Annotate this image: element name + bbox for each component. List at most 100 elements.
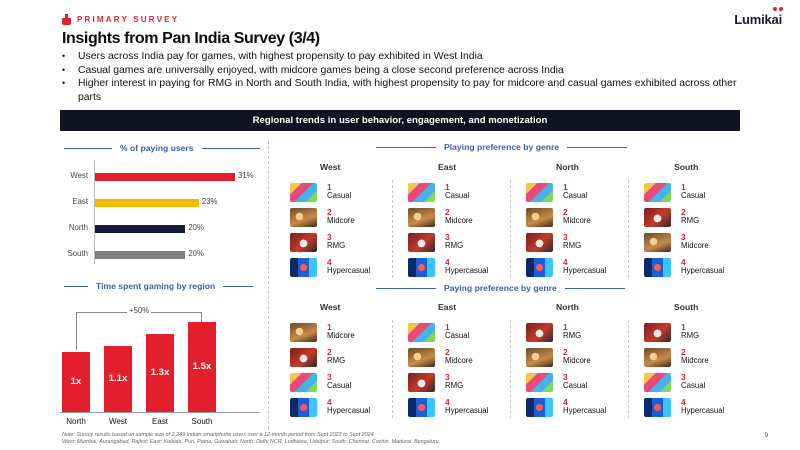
bar-value-label: 23% [201,197,218,206]
midcore-game-thumbnail [644,233,671,252]
genre-rank-item: 4 Hypercasual [526,257,636,281]
genre-rank-item: 4 Hypercasual [644,397,754,421]
genre-name: RMG [563,241,582,250]
genre-rank-item: 1 Casual [408,322,518,346]
genre-name: Casual [445,331,470,340]
hypercasual-game-thumbnail [290,258,317,277]
region-column-heading: West [320,162,341,172]
genre-rank-number: 4 [681,397,686,407]
genre-rank-number: 2 [563,347,568,357]
midcore-game-thumbnail [290,208,317,227]
genre-rank-number: 2 [681,207,686,217]
region-column-divider [510,180,511,278]
bar-category-label: North [68,223,88,232]
genre-rank-number: 4 [445,257,450,267]
genre-name: Casual [327,191,352,200]
paying-bar [95,251,186,259]
region-column-heading: East [438,302,457,312]
genre-name: RMG [681,331,700,340]
bullet-item: Higher interest in paying for RMG in Nor… [62,77,762,104]
rmg-game-thumbnail [644,323,671,342]
region-column-heading: South [674,162,699,172]
rmg-game-thumbnail [408,373,435,392]
growth-bracket [76,312,202,350]
genre-rank-number: 1 [445,322,450,332]
rmg-game-thumbnail [526,323,553,342]
genre-rank-item: 2 RMG [644,207,754,231]
genre-rank-number: 2 [327,207,332,217]
midcore-game-thumbnail [290,323,317,342]
bar-category-label: North [66,417,86,426]
genre-rank-item: 2 Midcore [526,207,636,231]
paying-bar-row: South 20% [60,242,260,268]
genre-rank-number: 1 [327,182,332,192]
genre-rank-item: 3 Casual [290,372,400,396]
bar-category-label: East [151,417,168,426]
hypercasual-game-thumbnail [408,258,435,277]
region-column-heading: North [556,302,579,312]
genre-name: Midcore [681,241,709,250]
genre-rank-item: 2 Midcore [526,347,636,371]
time-spent-bar: 1.3x [146,334,174,412]
casual-game-thumbnail [290,373,317,392]
casual-game-thumbnail [526,373,553,392]
region-column-divider [628,320,629,418]
hypercasual-game-thumbnail [408,398,435,417]
genre-name: RMG [445,241,464,250]
genre-rank-number: 3 [327,232,332,242]
genre-name: Casual [563,381,588,390]
midcore-game-thumbnail [526,348,553,367]
paying-pref-heading-label: Paying preference by genre [444,283,557,293]
time-spent-heading: Time spent gaming by region [64,281,254,291]
bar-value-label: 1.5x [192,361,212,372]
genre-rank-item: 2 Midcore [290,207,400,231]
genre-rank-number: 3 [445,232,450,242]
hypercasual-game-thumbnail [644,258,671,277]
time-spent-heading-label: Time spent gaming by region [96,281,216,291]
genre-rank-item: 1 Casual [290,182,400,206]
footnote-line: Note: Survey results based on sample siz… [62,432,374,438]
bar-value-label: 31% [238,171,254,180]
genre-rank-item: 3 Casual [526,372,636,396]
time-spent-bar: 1x [62,352,90,412]
bar-category-label: East [72,197,88,206]
genre-rank-number: 3 [563,232,568,242]
bar-value-label: 1x [70,376,82,387]
genre-name: Casual [681,381,706,390]
genre-rank-item: 1 Midcore [290,322,400,346]
casual-game-thumbnail [526,183,553,202]
casual-game-thumbnail [408,183,435,202]
genre-rank-item: 1 Casual [644,182,754,206]
genre-name: Midcore [445,216,473,225]
rmg-game-thumbnail [526,233,553,252]
genre-rank-item: 2 Midcore [408,207,518,231]
genre-name: Midcore [563,356,591,365]
genre-name: RMG [327,241,346,250]
rmg-game-thumbnail [644,208,671,227]
genre-name: RMG [327,356,346,365]
rmg-game-thumbnail [290,233,317,252]
region-column-heading: South [674,302,699,312]
genre-rank-number: 4 [563,257,568,267]
footnote-line: West: Mumbai, Aurangabad, Rajkot; East: … [62,439,439,446]
genre-rank-item: 3 RMG [290,232,400,256]
genre-rank-number: 3 [681,232,686,242]
genre-rank-item: 4 Hypercasual [526,397,636,421]
paying-bar [95,173,235,181]
genre-name: Casual [327,381,352,390]
genre-rank-number: 3 [327,372,332,382]
bar-value-label: 1.3x [150,367,170,378]
genre-rank-item: 1 RMG [526,322,636,346]
paying-bar-row: East 23% [60,190,260,216]
hypercasual-game-thumbnail [290,398,317,417]
genre-rank-number: 1 [327,322,332,332]
bar-category-label: South [191,417,213,426]
genre-name: Casual [681,191,706,200]
genre-rank-item: 1 Casual [408,182,518,206]
casual-game-thumbnail [290,183,317,202]
genre-rank-item: 3 RMG [408,372,518,396]
casual-game-thumbnail [644,183,671,202]
bar-value-label: 1.1x [108,373,128,384]
region-column-divider [510,320,511,418]
bar-value-label: 20% [188,223,204,232]
